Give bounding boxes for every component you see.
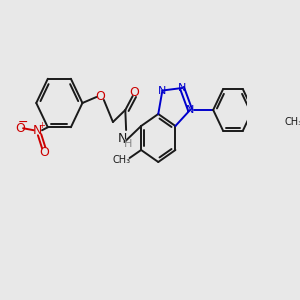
Text: O: O [96,91,106,103]
Text: H: H [124,139,132,149]
Text: +: + [39,121,46,130]
Text: N: N [158,85,166,95]
Text: N: N [186,105,194,115]
Text: CH₃: CH₃ [284,117,300,127]
Text: N: N [178,83,186,93]
Text: CH₃: CH₃ [112,155,130,165]
Text: N: N [33,124,43,137]
Text: O: O [40,146,50,159]
Text: −: − [18,116,28,129]
Text: O: O [15,122,25,135]
Text: N: N [117,131,127,145]
Text: O: O [129,86,139,100]
